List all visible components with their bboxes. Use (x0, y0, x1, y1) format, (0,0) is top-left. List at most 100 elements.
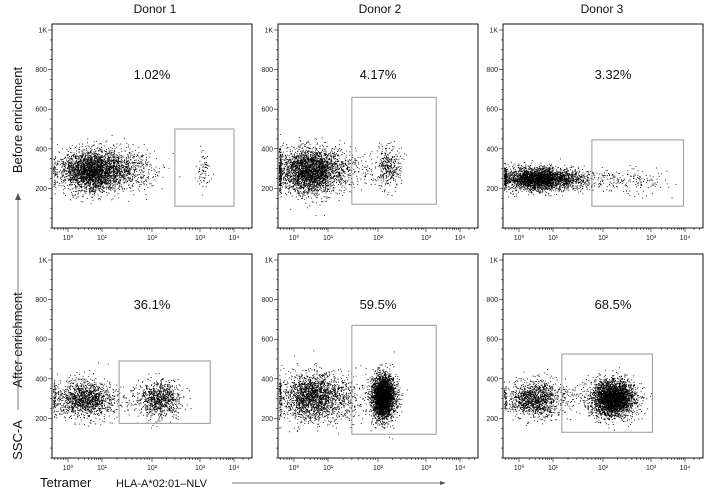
event-dot (105, 173, 107, 174)
event-dot (132, 178, 134, 180)
event-dot (62, 164, 64, 166)
event-dot (73, 179, 75, 181)
event-dot (108, 157, 110, 159)
event-dot (102, 169, 104, 171)
event-dot (135, 174, 137, 176)
event-dot (152, 185, 154, 187)
event-dot (103, 164, 105, 166)
event-dot (316, 202, 317, 204)
event-dot (100, 180, 102, 182)
event-dot (97, 159, 99, 161)
event-dot (82, 152, 84, 154)
event-dot (60, 159, 62, 161)
event-dot (94, 169, 96, 170)
event-dot (120, 167, 122, 169)
event-dot (61, 165, 63, 167)
event-dot (135, 159, 137, 161)
event-dot (91, 156, 93, 158)
event-dot (77, 170, 79, 172)
event-dot (92, 178, 94, 180)
event-dot (100, 159, 102, 161)
event-dot (64, 180, 65, 182)
event-dot (82, 159, 84, 161)
event-dot (205, 164, 206, 165)
event-dot (105, 162, 107, 164)
event-dot (117, 161, 119, 163)
event-dot (121, 189, 123, 191)
event-dot (120, 177, 122, 178)
event-dot (82, 189, 83, 191)
event-dot (126, 188, 128, 190)
event-dot (136, 161, 138, 163)
event-dot (77, 167, 79, 169)
event-dot (81, 178, 83, 180)
event-dot (341, 172, 343, 174)
event-dot (296, 170, 298, 172)
event-dot (103, 155, 105, 157)
event-dot (91, 175, 93, 177)
event-dot (57, 171, 59, 173)
event-dot (118, 167, 120, 169)
event-dot (83, 159, 85, 161)
event-dot (94, 189, 96, 191)
event-dot (135, 176, 137, 177)
event-dot (90, 156, 92, 157)
event-dot (201, 181, 203, 183)
event-dot (90, 174, 92, 176)
event-dot (91, 166, 93, 168)
event-dot (336, 181, 337, 183)
event-dot (78, 175, 80, 177)
event-dot (80, 165, 82, 167)
event-dot (102, 160, 104, 162)
event-dot (111, 178, 113, 179)
event-dot (125, 175, 127, 177)
event-dot (116, 165, 118, 167)
event-dot (80, 173, 82, 174)
event-dot (102, 171, 104, 173)
event-dot (118, 197, 120, 199)
event-dot (326, 198, 328, 199)
event-dot (97, 184, 98, 186)
event-dot (68, 173, 70, 175)
event-dot (111, 199, 113, 201)
event-dot (122, 173, 124, 175)
event-dot (88, 167, 90, 169)
event-dot (97, 168, 99, 169)
event-dot (127, 166, 129, 168)
event-dot (92, 179, 93, 181)
event-dot (54, 174, 56, 176)
event-dot (119, 167, 121, 169)
gate-rectangle[interactable] (174, 128, 235, 207)
event-dot (132, 157, 133, 159)
event-dot (97, 186, 99, 188)
event-dot (83, 180, 85, 182)
event-dot (81, 155, 83, 156)
event-dot (83, 170, 84, 172)
event-dot (88, 166, 90, 168)
event-dot (95, 181, 97, 183)
event-dot (107, 158, 109, 160)
event-dot (129, 156, 131, 158)
event-dot (120, 156, 122, 158)
event-dot (76, 169, 78, 171)
event-dot (72, 159, 73, 161)
event-dot (111, 160, 113, 161)
event-dot (107, 171, 109, 173)
event-dot (78, 196, 80, 198)
event-dot (93, 173, 94, 175)
event-dot (109, 159, 110, 161)
event-dot (69, 172, 71, 174)
event-dot (110, 156, 112, 158)
event-dot (61, 171, 63, 173)
event-dot (291, 156, 293, 157)
event-dot (85, 158, 87, 160)
event-dot (82, 169, 84, 170)
event-dot (86, 180, 88, 182)
event-dot (68, 153, 69, 155)
event-dot (316, 181, 318, 182)
event-dot (72, 176, 74, 177)
event-dot (118, 163, 120, 164)
event-dot (113, 158, 115, 160)
event-dot (63, 168, 65, 170)
